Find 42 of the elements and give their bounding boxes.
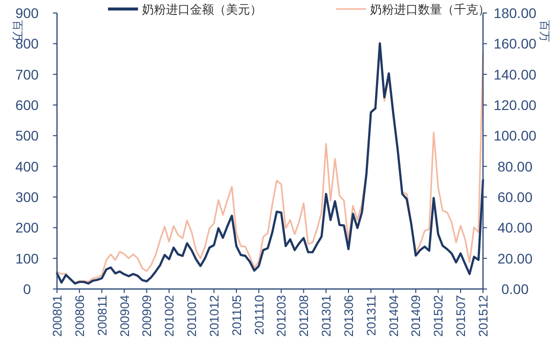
- xtick: 201502: [432, 295, 446, 337]
- ytick: 400: [15, 158, 39, 174]
- ytick: 0: [23, 281, 31, 297]
- xtick: 201404: [386, 295, 401, 337]
- xtick: 201012: [207, 295, 222, 337]
- xtick: 200801: [50, 295, 64, 337]
- xtick: 200904: [118, 295, 132, 337]
- xtick: 201306: [342, 295, 356, 337]
- xtick: 201208: [297, 295, 312, 337]
- y2tick: 80.00: [497, 158, 533, 174]
- y2tick: 100.00: [494, 128, 536, 144]
- ytick: 300: [15, 189, 39, 205]
- y2tick: 180.00: [494, 5, 536, 21]
- legend: 奶粉进口数量（千克）: [370, 2, 490, 16]
- y2tick: 0.00: [501, 281, 529, 297]
- xtick: 201110: [252, 295, 266, 335]
- xtick: 200811: [95, 295, 110, 336]
- xtick: 201409: [409, 295, 424, 337]
- xtick: 201203: [274, 295, 289, 337]
- ytick: 700: [15, 66, 39, 82]
- y2tick: 60.00: [497, 189, 533, 205]
- ytick: 900: [15, 5, 39, 21]
- xtick: 201311: [364, 295, 378, 336]
- xtick: 201507: [454, 295, 468, 337]
- xtick: 200806: [72, 295, 87, 337]
- xtick: 201002: [162, 295, 177, 337]
- xtick: 200909: [140, 295, 154, 337]
- y2tick: 120.00: [494, 97, 536, 113]
- y2tick: 140.00: [494, 66, 536, 82]
- ytick: 200: [15, 220, 39, 236]
- y2tick: 20.00: [497, 250, 533, 266]
- y2tick: 40.00: [497, 220, 533, 236]
- y2label: 百万: [538, 20, 550, 42]
- xtick: 201512: [476, 295, 490, 337]
- ytick: 500: [15, 128, 39, 144]
- xtick: 201007: [185, 295, 200, 337]
- ytick: 100: [15, 250, 39, 266]
- xtick: 201301: [320, 295, 334, 337]
- legend: 奶粉进口金额（美元）: [142, 2, 262, 16]
- xtick: 201105: [230, 295, 244, 336]
- y2tick: 160.00: [494, 36, 536, 52]
- ytick: 600: [15, 97, 39, 113]
